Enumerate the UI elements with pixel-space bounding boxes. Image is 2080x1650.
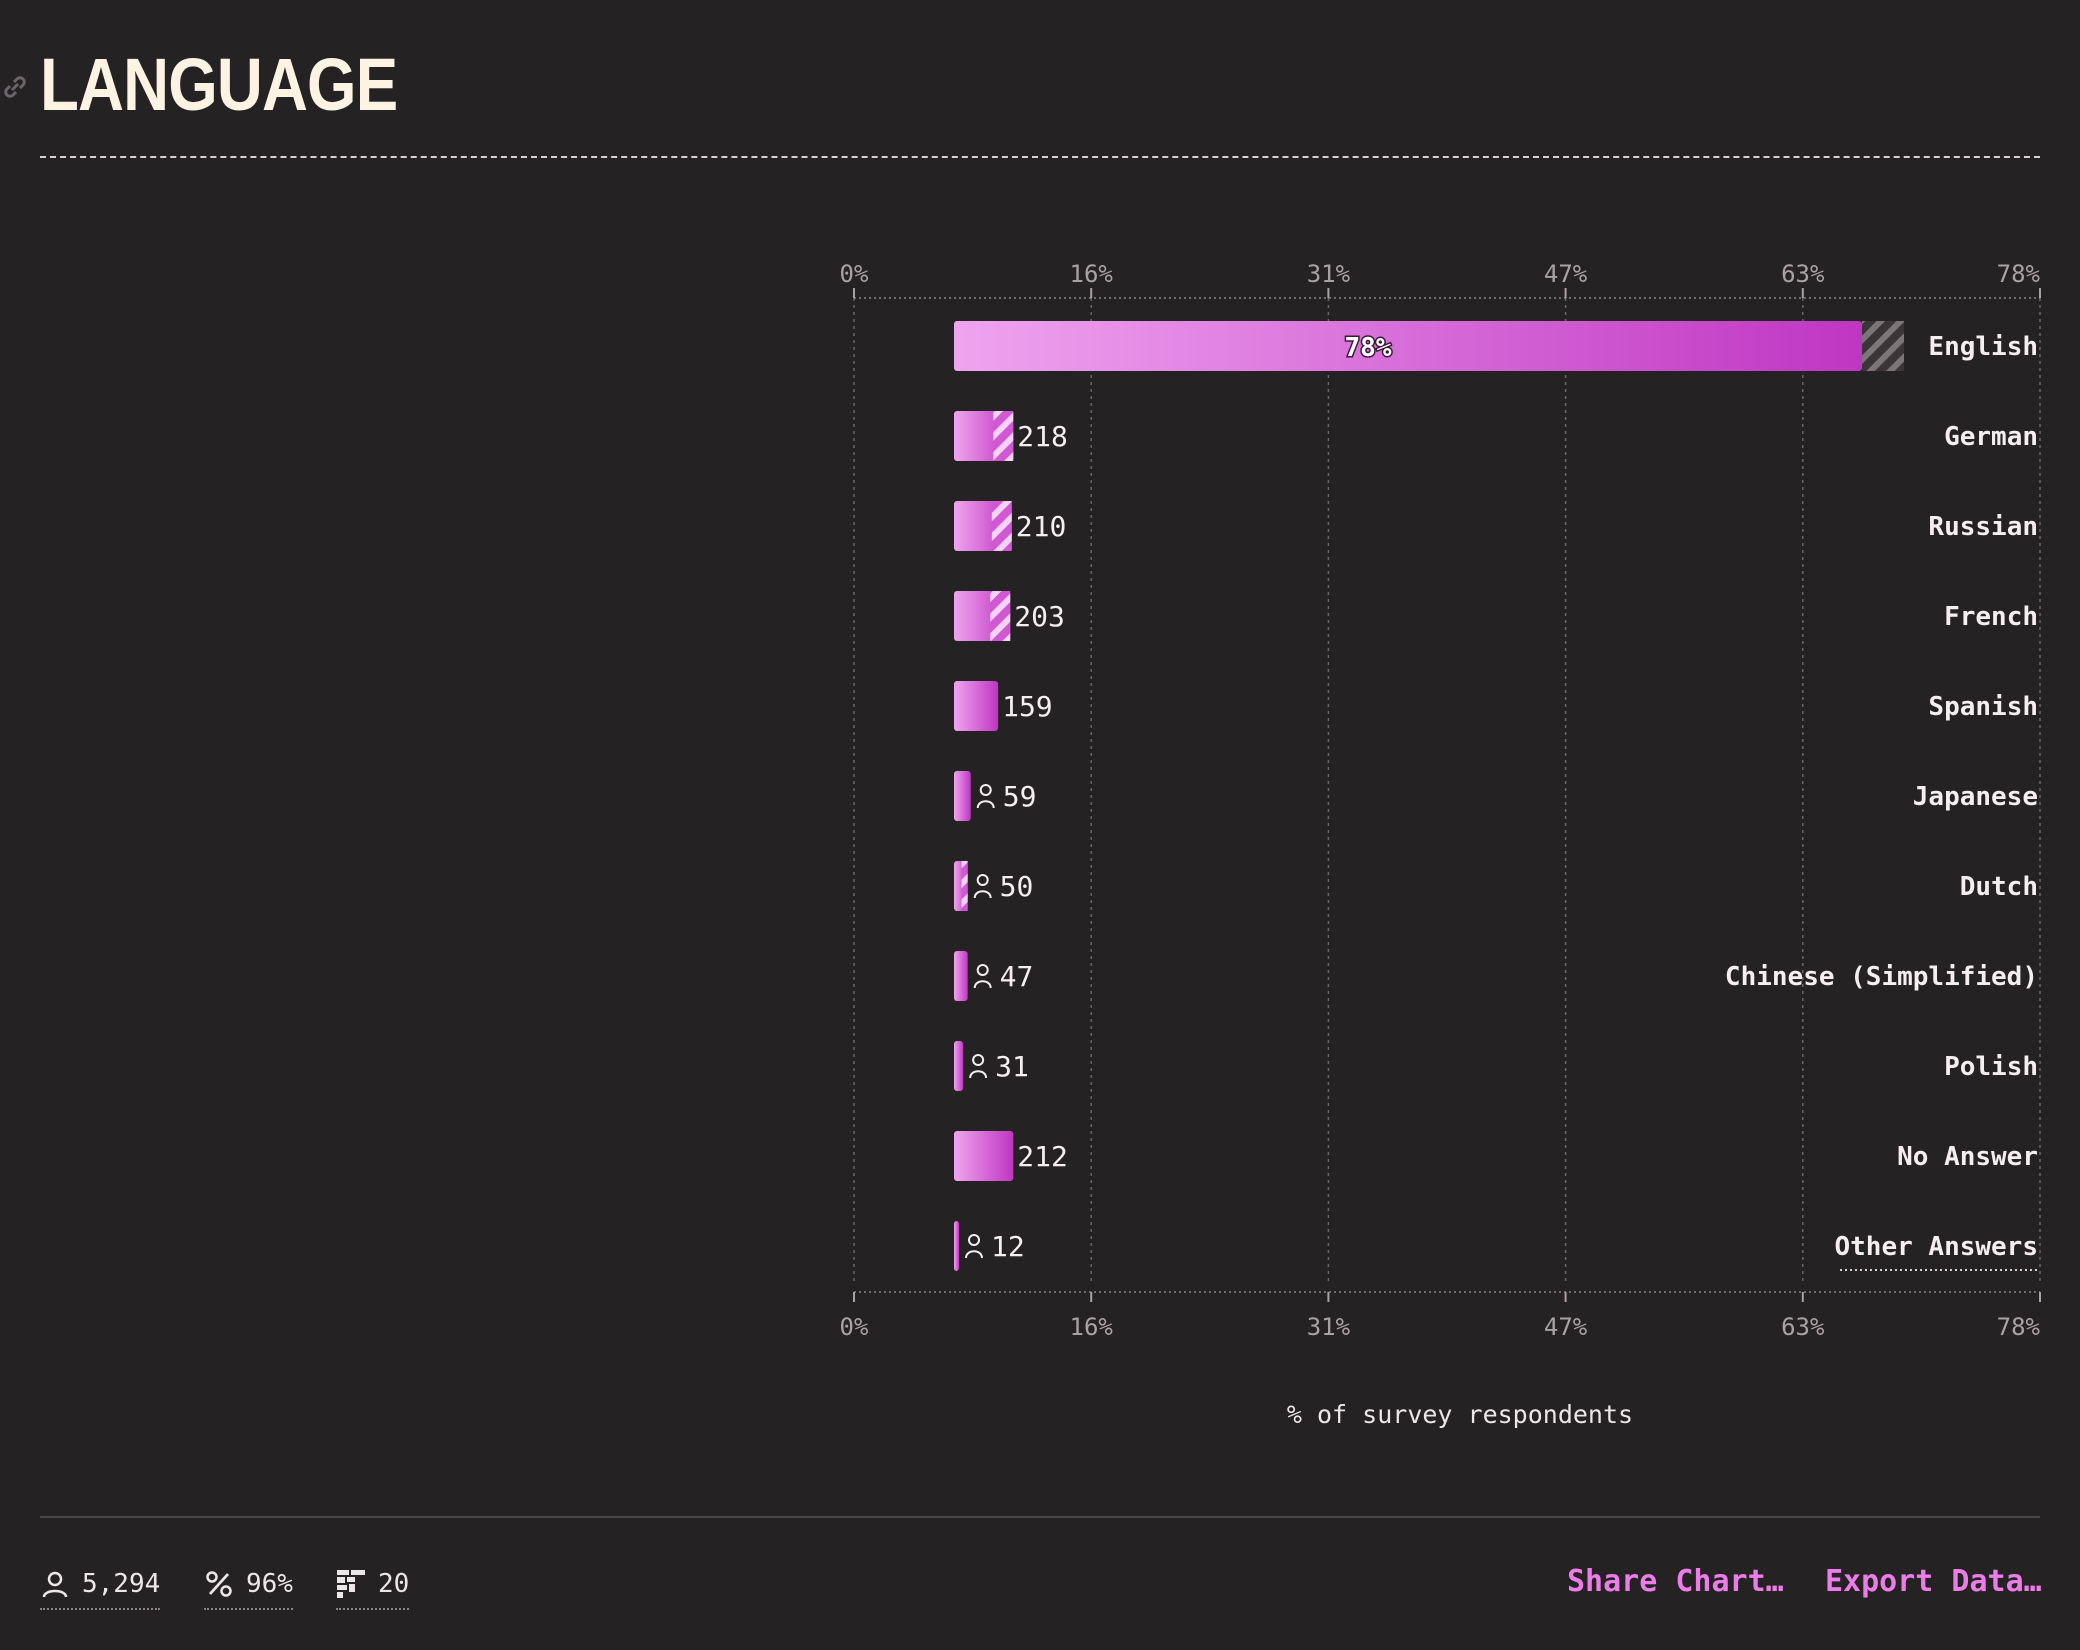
- category-label: Chinese (Simplified): [1725, 962, 2038, 992]
- bar-value-label: 78%: [1345, 333, 1392, 363]
- bar[interactable]: [954, 681, 999, 731]
- bar-value-label: 59: [1003, 780, 1037, 813]
- x-tick-label: 0%: [840, 260, 869, 288]
- respondents-icon: [976, 784, 995, 809]
- x-axis-title: % of survey respondents: [1286, 1400, 1634, 1429]
- category-label: French: [1944, 602, 2038, 632]
- bar-delta-hatch: [1862, 321, 1904, 371]
- link-icon[interactable]: [2, 74, 28, 100]
- respondents-icon: [969, 1054, 988, 1079]
- bar-chart: 0% 16% 31% 47% 63% 78% 0% 16% 31% 47% 63% 78% Engli…: [840, 260, 2041, 1341]
- category-label[interactable]: Other Answers: [1835, 1232, 2039, 1262]
- completion-stat[interactable]: 96%: [204, 1562, 293, 1610]
- user-icon: [42, 1571, 68, 1598]
- category-label: Russian: [1928, 512, 2038, 542]
- bar-delta-hatch: [961, 861, 968, 911]
- bar[interactable]: [954, 771, 971, 821]
- bar-value-label: 12: [991, 1230, 1025, 1263]
- questions-icon: [337, 1570, 365, 1598]
- x-tick-label: 78%: [1997, 1313, 2041, 1341]
- bar[interactable]: [954, 1131, 1014, 1181]
- respondents-icon: [973, 964, 992, 989]
- x-tick-label: 16%: [1070, 260, 1114, 288]
- bar-value-label: 210: [1016, 510, 1067, 543]
- x-tick-label: 63%: [1781, 260, 1825, 288]
- category-label: No Answer: [1897, 1142, 2038, 1172]
- bar-delta-hatch: [990, 591, 1011, 641]
- footer-divider: [40, 1516, 2040, 1518]
- bar-value-label: 203: [1014, 600, 1065, 633]
- bar-value-label: 212: [1017, 1140, 1068, 1173]
- x-tick-label: 31%: [1307, 260, 1351, 288]
- questions-stat[interactable]: 20: [336, 1562, 410, 1610]
- bar-value-label: 47: [1000, 960, 1034, 993]
- respondents-icon: [973, 874, 992, 899]
- bar-value-label: 31: [995, 1050, 1029, 1083]
- respondents-stat[interactable]: 5,294: [40, 1562, 161, 1610]
- x-tick-label: 47%: [1544, 260, 1588, 288]
- header-divider: [40, 156, 2040, 158]
- share-chart-link[interactable]: Share Chart…: [1567, 1564, 1784, 1599]
- x-tick-label: 0%: [840, 1313, 869, 1341]
- bar[interactable]: [954, 951, 968, 1001]
- percent-icon: [206, 1571, 232, 1597]
- category-label: Japanese: [1913, 782, 2038, 812]
- page-title: LANGUAGE: [40, 43, 398, 126]
- category-label: Polish: [1944, 1052, 2038, 1082]
- bar-value-label: 218: [1017, 420, 1068, 453]
- bar[interactable]: [954, 321, 1862, 371]
- category-label: Spanish: [1928, 692, 2038, 722]
- bar-value-label: 50: [1000, 870, 1034, 903]
- bar[interactable]: [954, 1221, 959, 1271]
- x-tick-label: 63%: [1781, 1313, 1825, 1341]
- x-tick-label: 31%: [1307, 1313, 1351, 1341]
- x-tick-label: 47%: [1544, 1313, 1588, 1341]
- x-tick-label: 78%: [1997, 260, 2041, 288]
- respondents-icon: [965, 1234, 983, 1259]
- category-label: German: [1944, 422, 2038, 452]
- questions-count: 20: [378, 1569, 410, 1599]
- category-label: Dutch: [1960, 872, 2038, 902]
- chart-header: LANGUAGE: [4, 40, 2040, 130]
- bar-delta-hatch: [991, 501, 1012, 551]
- bar-value-label: 159: [1002, 690, 1053, 723]
- bar[interactable]: [954, 1041, 964, 1091]
- respondents-count: 5,294: [82, 1569, 161, 1599]
- export-data-link[interactable]: Export Data…: [1825, 1564, 2042, 1599]
- bar-delta-hatch: [993, 411, 1014, 461]
- completion-percent: 96%: [246, 1569, 293, 1599]
- x-tick-label: 16%: [1070, 1313, 1114, 1341]
- category-label: English: [1928, 332, 2038, 362]
